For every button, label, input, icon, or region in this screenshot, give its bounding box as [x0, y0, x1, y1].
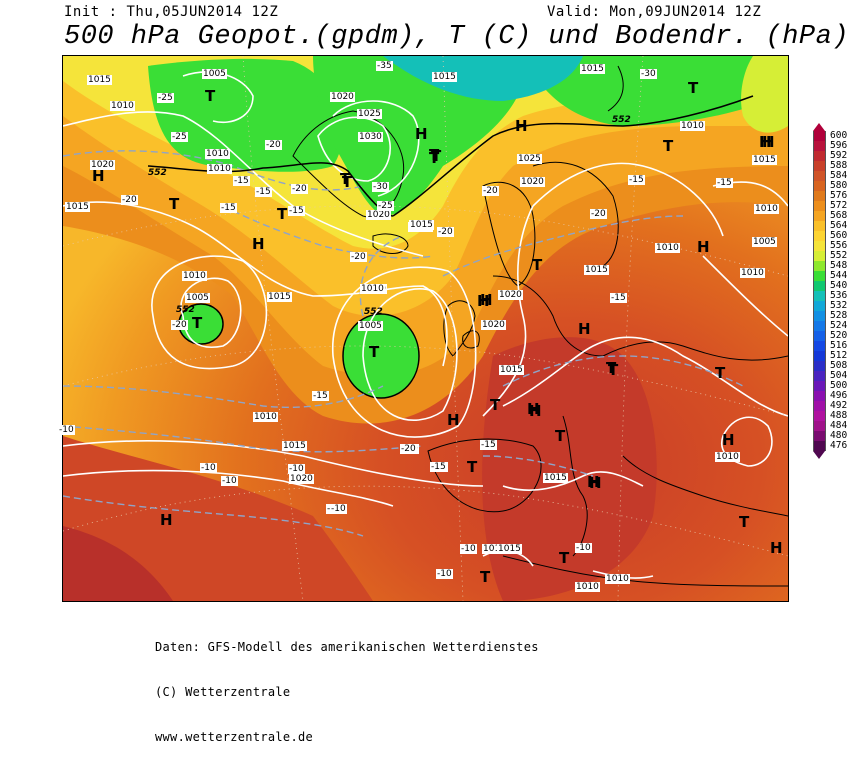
legend-swatch: [813, 331, 826, 341]
legend-swatch: [813, 411, 826, 421]
legend-swatch: [813, 261, 826, 271]
legend-value-label: 496: [830, 390, 848, 401]
legend-swatch: [813, 281, 826, 291]
legend-value-label: 484: [830, 420, 848, 431]
legend-up-arrow: [813, 123, 825, 131]
field-polar-lime: [741, 56, 788, 133]
legend-swatch: [813, 161, 826, 171]
field-polar-teal: [383, 56, 583, 101]
legend-value-label: 592: [830, 150, 848, 161]
map-title: 500 hPa Geopot.(gpdm), T (C) und Bodendr…: [64, 22, 850, 52]
legend-swatch: [813, 311, 826, 321]
legend-value-label: 480: [830, 430, 848, 441]
legend-swatch: [813, 171, 826, 181]
legend-swatch: [813, 191, 826, 201]
valid-time: Valid: Mon,09JUN2014 12Z: [547, 4, 762, 20]
legend-value-label: 572: [830, 200, 848, 211]
footer: Daten: GFS-Modell des amerikanischen Wet…: [155, 610, 539, 760]
legend-value-label: 520: [830, 330, 848, 341]
legend-value-label: 552: [830, 250, 848, 261]
footer-website[interactable]: www.wetterzentrale.de: [155, 730, 314, 744]
legend-swatch: [813, 271, 826, 281]
legend-value-label: 560: [830, 230, 848, 241]
legend-swatch: [813, 391, 826, 401]
legend-value-label: 516: [830, 340, 848, 351]
legend-swatch: [813, 231, 826, 241]
legend-swatch: [813, 151, 826, 161]
legend-swatch: [813, 181, 826, 191]
coastlines: [292, 65, 788, 587]
footer-data-source: Daten: GFS-Modell des amerikanischen Wet…: [155, 640, 539, 654]
legend-swatch: [813, 291, 826, 301]
legend-value-label: 580: [830, 180, 848, 191]
legend-swatch: [813, 361, 826, 371]
legend-value-label: 504: [830, 370, 848, 381]
legend-swatch: [813, 381, 826, 391]
footer-copyright: (C) Wetterzentrale: [155, 685, 291, 699]
legend-value-label: 568: [830, 210, 848, 221]
legend-value-label: 512: [830, 350, 848, 361]
legend-value-label: 584: [830, 170, 848, 181]
legend-value-label: 540: [830, 280, 848, 291]
legend-value-label: 524: [830, 320, 848, 331]
field-cutoff-low-atlantic: [342, 313, 420, 399]
legend-swatch: [813, 201, 826, 211]
legend-swatch: [813, 351, 826, 361]
isotherm-lines: [63, 150, 744, 537]
legend-swatch: [813, 341, 826, 351]
legend-swatch: [813, 301, 826, 311]
weather-map: [62, 55, 789, 602]
init-time: Init : Thu,05JUN2014 12Z: [64, 4, 279, 20]
legend-value-label: 576: [830, 190, 848, 201]
legend-swatch: [813, 401, 826, 411]
field-sw-red: [63, 436, 373, 601]
field-sw-dark: [63, 526, 173, 601]
legend-value-label: 508: [830, 360, 848, 371]
legend-swatch: [813, 431, 826, 441]
legend-swatch: [813, 251, 826, 261]
legend-swatch: [813, 211, 826, 221]
legend-value-label: 500: [830, 380, 848, 391]
legend-value-label: 588: [830, 160, 848, 171]
legend-value-label: 564: [830, 220, 848, 231]
legend-swatch: [813, 421, 826, 431]
legend-value-label: 548: [830, 260, 848, 271]
legend-value-label: 600: [830, 130, 848, 141]
contour-552: [147, 95, 754, 217]
legend-swatch: [813, 441, 826, 451]
legend-swatch: [813, 131, 826, 141]
legend-swatch: [813, 371, 826, 381]
legend-swatch: [813, 241, 826, 251]
legend-swatch: [813, 321, 826, 331]
legend-value-label: 556: [830, 240, 848, 251]
legend-value-label: 596: [830, 140, 848, 151]
legend-value-label: 492: [830, 400, 848, 411]
legend-value-label: 528: [830, 310, 848, 321]
legend-value-label: 544: [830, 270, 848, 281]
legend-swatch: [813, 221, 826, 231]
isobar-lines: [63, 71, 788, 579]
field-cutoff-low-west: [178, 303, 224, 345]
legend-value-label: 476: [830, 440, 848, 451]
legend-value-label: 536: [830, 290, 848, 301]
field-iberia-core: [482, 337, 657, 601]
legend-swatch: [813, 141, 826, 151]
legend-down-arrow: [813, 451, 825, 459]
legend-value-label: 488: [830, 410, 848, 421]
legend-value-label: 532: [830, 300, 848, 311]
